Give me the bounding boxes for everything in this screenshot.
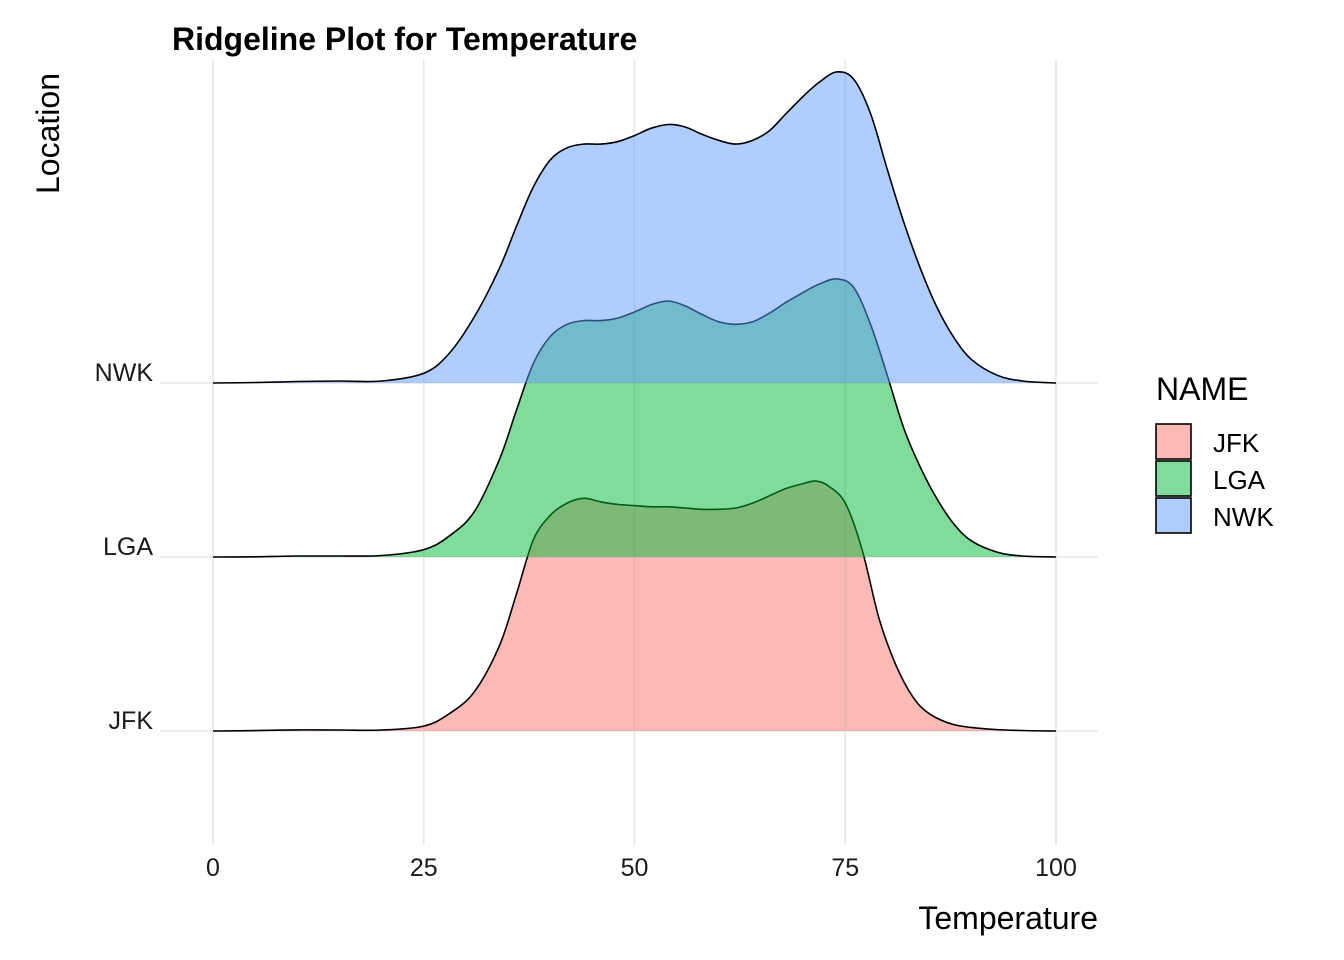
x-tick-label-50: 50 [621, 854, 649, 882]
legend-swatch-NWK [1155, 497, 1192, 534]
legend-swatch-LGA [1155, 460, 1192, 497]
x-tick-label-75: 75 [831, 854, 859, 882]
ridges [212, 70, 1057, 732]
legend-label-JFK: JFK [1213, 428, 1260, 458]
legend-label-LGA: LGA [1213, 465, 1266, 495]
y-tick-label-NWK: NWK [95, 359, 154, 387]
y-tick-label-LGA: LGA [103, 533, 153, 561]
legend-title: NAME [1156, 371, 1248, 407]
x-axis-title: Temperature [918, 900, 1098, 936]
chart-title: Ridgeline Plot for Temperature [172, 21, 637, 57]
legend-label-NWK: NWK [1213, 502, 1274, 532]
y-tick-label-JFK: JFK [109, 707, 154, 735]
x-tick-labels: 0 25 50 75 100 [206, 854, 1077, 882]
x-tick-label-0: 0 [206, 854, 220, 882]
y-axis-title: Location [30, 73, 66, 194]
x-tick-label-25: 25 [410, 854, 438, 882]
x-tick-label-100: 100 [1035, 854, 1077, 882]
ridge-fill-NWK [213, 71, 1056, 384]
legend-swatch-JFK [1155, 423, 1192, 460]
ridge-outline-NWK [212, 70, 1057, 384]
legend: NAME JFK LGA NWK [1155, 371, 1274, 534]
y-tick-labels: JFK LGA NWK [95, 359, 154, 735]
